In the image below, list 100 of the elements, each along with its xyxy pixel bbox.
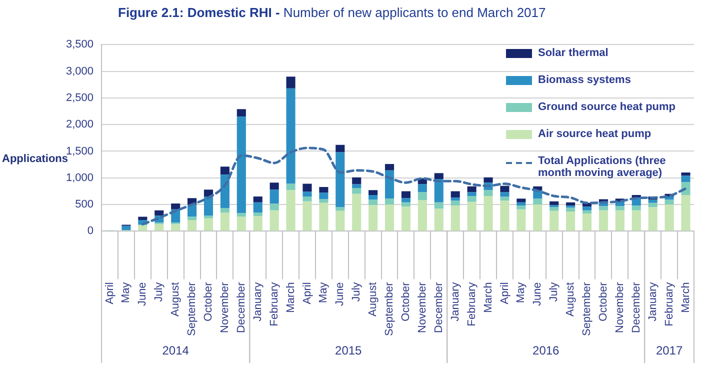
x-tick-label: July (153, 282, 166, 302)
bar (302, 196, 312, 202)
bar (467, 192, 476, 196)
bar (615, 206, 624, 210)
bar (566, 211, 576, 231)
x-tick-label: September (581, 282, 594, 336)
bar (434, 202, 444, 209)
bar (270, 210, 279, 231)
bar (154, 210, 164, 216)
x-tick-label: November (416, 282, 428, 333)
bar (352, 188, 362, 194)
bar (253, 216, 262, 231)
bar (286, 184, 296, 190)
chart-subtitle: Number of new applicants to end March 2017 (283, 5, 546, 20)
x-tick-label: July (548, 282, 560, 302)
x-tick-label: February (663, 282, 676, 326)
x-tick-label: July (350, 282, 363, 302)
line-series (141, 146, 687, 226)
y-tick-label: 3,500 (66, 38, 94, 51)
bar (253, 196, 262, 202)
bar (204, 218, 214, 231)
bar (582, 206, 592, 210)
bar (188, 204, 197, 217)
bar (681, 176, 690, 182)
bar (286, 190, 296, 231)
y-tick-label: 500 (75, 198, 94, 211)
bar (286, 76, 296, 88)
bar (401, 206, 411, 231)
y-axis-title: Applications (2, 153, 68, 165)
x-tick-label: October (400, 282, 412, 322)
bar (336, 152, 345, 208)
chart-title: Figure 2.1: Domestic RHI - (118, 5, 280, 20)
bar (188, 216, 197, 220)
bar (434, 173, 444, 179)
bar (648, 207, 658, 231)
bar (319, 199, 328, 203)
y-tick-label: 2,500 (66, 92, 94, 104)
x-tick-label: August (564, 282, 577, 316)
bar (632, 210, 641, 231)
bar (500, 200, 510, 231)
bar (484, 177, 493, 183)
bar (220, 208, 230, 213)
x-tick-label: April (104, 282, 116, 304)
y-tick-label: 1,500 (66, 145, 94, 158)
bar (467, 186, 476, 192)
bar (352, 177, 362, 184)
bar (401, 198, 411, 202)
bar (286, 88, 296, 184)
bar (368, 194, 378, 200)
x-tick-label: January (252, 282, 264, 322)
x-tick-label: November (218, 282, 231, 333)
bar (401, 191, 411, 198)
bar (236, 213, 246, 217)
bar (138, 225, 148, 231)
x-tick-label: April (301, 282, 314, 304)
legend-label: Biomass systems (538, 74, 631, 86)
x-tick-label: May (120, 282, 132, 303)
bar (582, 210, 592, 214)
x-tick-label: August (170, 282, 182, 316)
x-tick-label: June (334, 282, 346, 306)
bar (582, 214, 592, 231)
bar (236, 109, 246, 117)
bar (533, 198, 542, 205)
bar (500, 186, 510, 192)
bar (450, 198, 460, 201)
bar (648, 200, 658, 203)
x-tick-label: May (318, 282, 330, 303)
y-tick-label: 0 (87, 225, 94, 238)
text: 2017 (656, 343, 683, 358)
bar (319, 202, 328, 231)
legend-label: Ground source heat pump (538, 101, 676, 113)
bar (566, 202, 576, 206)
bar (368, 190, 378, 195)
y-tick-label: 2,000 (66, 118, 94, 131)
bar (450, 191, 460, 198)
x-tick-label: August (367, 282, 380, 316)
bar (500, 196, 510, 201)
bar (516, 206, 526, 210)
legend-label: Solar thermal (538, 47, 608, 59)
y-tick-label: 1,000 (66, 172, 94, 184)
bar (154, 224, 164, 231)
bar (434, 208, 444, 231)
x-tick-label: February (466, 282, 478, 326)
x-tick-label: September (186, 282, 198, 336)
bar (418, 200, 427, 231)
x-tick-label: December (432, 282, 445, 333)
bar (434, 178, 444, 202)
x-tick-label: November (614, 282, 626, 333)
bar (336, 207, 345, 211)
bar (664, 200, 674, 205)
x-tick-label: February (268, 282, 280, 326)
bar (384, 204, 394, 231)
x-tick-label: October (597, 282, 610, 322)
bar (516, 209, 526, 231)
bar (484, 196, 493, 231)
bar (319, 192, 328, 200)
bar (270, 203, 279, 210)
x-tick-label: March (680, 282, 692, 313)
bar (236, 116, 246, 214)
text: 2016 (532, 343, 560, 358)
